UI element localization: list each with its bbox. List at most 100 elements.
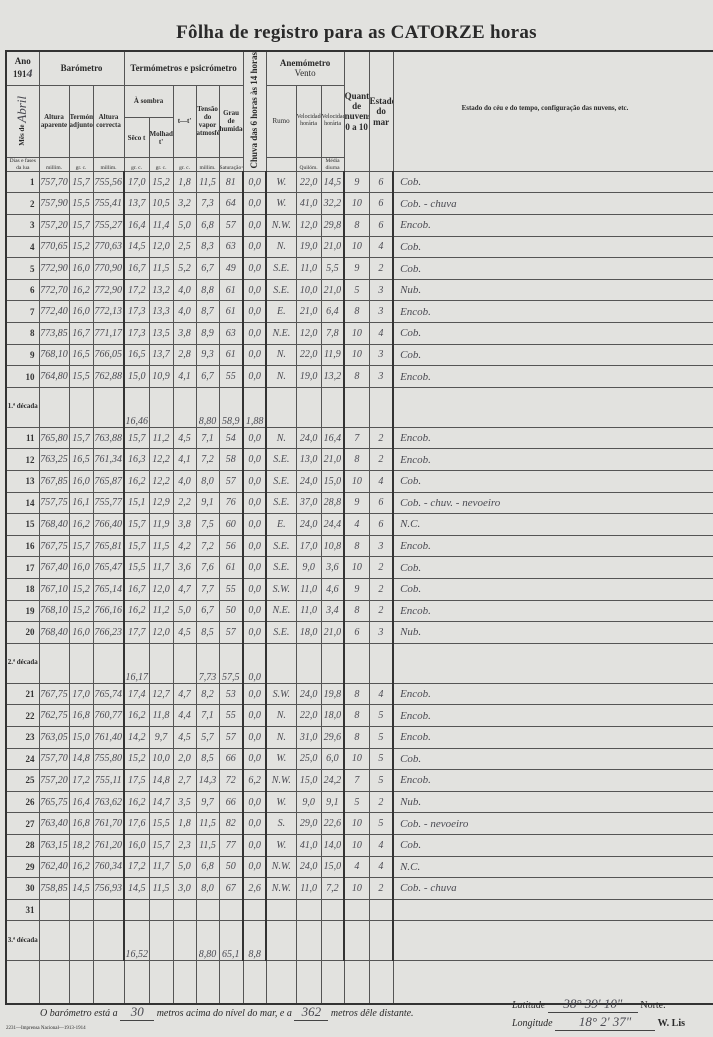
decade-label: 1.ª década xyxy=(5,386,40,428)
wind-direction-cell: E. xyxy=(265,300,297,324)
wind-speed-daily-cell: 21,0 xyxy=(320,235,345,259)
cloud-amount-cell: 10 xyxy=(343,833,370,857)
sky-state-cell: Cob. xyxy=(392,577,713,601)
cloud-amount-cell: 6 xyxy=(343,621,370,644)
temp-diff-cell: 5,0 xyxy=(172,855,197,879)
cloud-amount-cell: 8 xyxy=(343,448,370,471)
humidity-cell: 61 xyxy=(218,300,244,324)
barometer-distance: 362 xyxy=(294,1004,329,1021)
temp-wet-cell: 13,2 xyxy=(148,278,174,302)
sky-state-cell: Encob. xyxy=(392,769,713,792)
table-row: 7 772,40 16,0 772,13 17,3 13,3 4,0 8,7 61 0,0 E. 21… xyxy=(5,300,713,324)
temp-dry-cell: 17,3 xyxy=(123,322,150,345)
temp-diff-cell: 1,8 xyxy=(172,170,197,194)
bar-corrected-cell: 760,77 xyxy=(92,704,125,727)
printer-imprint: 2231—Imprensa Nacional—1913-1914 xyxy=(6,1026,86,1031)
rain-cell: 0,0 xyxy=(242,812,267,835)
temp-wet-cell: 12,7 xyxy=(148,682,174,706)
bar-thermo-cell: 14,5 xyxy=(68,877,94,900)
wind-speed-hourly-cell: 25,0 xyxy=(295,747,322,771)
sky-state-cell: Encob. xyxy=(392,448,713,471)
rain-cell: 0,0 xyxy=(242,513,267,536)
table-row: 1 757,70 15,7 755,56 17,0 15,2 1,8 11,5 81 0,0 W. 2… xyxy=(5,170,713,194)
sky-state-cell xyxy=(392,920,713,962)
wind-speed-daily-cell: 3,4 xyxy=(320,599,345,623)
wind-speed-daily-cell: 29,8 xyxy=(320,214,345,237)
cloud-amount-cell: 7 xyxy=(343,426,370,450)
day-number: 22 xyxy=(5,704,40,727)
humidity-cell: 57 xyxy=(218,725,244,749)
vapour-tension-cell: 8,0 xyxy=(195,470,220,493)
bar-thermo-cell: 17,2 xyxy=(68,769,94,792)
temp-dry-cell: 16,2 xyxy=(123,704,150,727)
humidity-cell: 82 xyxy=(218,812,244,835)
rain-cell: 2,6 xyxy=(242,877,267,900)
table-row: 9 768,10 16,5 766,05 16,5 13,7 2,8 9,3 61 0,0 N. 22… xyxy=(5,343,713,367)
wind-direction-cell: S. xyxy=(265,812,297,835)
day-number: 30 xyxy=(5,877,40,900)
cloud-amount-cell: 8 xyxy=(343,704,370,727)
humidity-cell: 67 xyxy=(218,877,244,900)
bar-thermo-cell xyxy=(68,642,94,684)
humidity-cell: 50 xyxy=(218,599,244,623)
table-row: 3 757,20 15,7 755,27 16,4 11,4 5,0 6,8 57 0,0 N.W.… xyxy=(5,214,713,237)
temp-diff-cell: 2,7 xyxy=(172,769,197,792)
humidity-cell: 54 xyxy=(218,426,244,450)
wind-direction-cell: S.E. xyxy=(265,491,297,515)
temp-wet-cell xyxy=(148,898,174,922)
unit-label: gr. c. xyxy=(148,157,174,172)
wind-speed-hourly-cell: 13,0 xyxy=(295,448,322,471)
wind-speed-hourly-cell: 22,0 xyxy=(295,170,322,194)
bar-thermo-cell: 15,7 xyxy=(68,214,94,237)
bar-thermo-cell: 15,7 xyxy=(68,534,94,558)
rain-cell: 0,0 xyxy=(242,365,267,388)
rain-cell: 0,0 xyxy=(242,556,267,579)
sea-state-cell: 6 xyxy=(368,491,394,515)
sea-state-cell xyxy=(368,898,394,922)
sky-state-cell: Nub. xyxy=(392,790,713,814)
wind-speed-hourly-cell: 12,0 xyxy=(295,214,322,237)
sea-state-cell: 2 xyxy=(368,556,394,579)
bar-corrected-cell: 771,17 xyxy=(92,322,125,345)
temp-diff-cell: 4,7 xyxy=(172,577,197,601)
temp-diff-cell: 4,0 xyxy=(172,470,197,493)
humidity-cell: 55 xyxy=(218,365,244,388)
temp-diff-cell: 4,7 xyxy=(172,682,197,706)
humidity-cell: 58,9 xyxy=(218,386,244,428)
thermometers-header: Termómetros e psicrómetro xyxy=(123,50,244,86)
rain-cell: 0,0 xyxy=(242,235,267,259)
bar-thermo-cell: 18,2 xyxy=(68,833,94,857)
table-row: 29 762,40 16,2 760,34 17,2 11,7 5,0 6,8 50 0,0 N.W… xyxy=(5,855,713,879)
sky-state-cell: Cob. xyxy=(392,747,713,771)
direction-header: Rumo xyxy=(265,84,297,159)
wind-speed-hourly-cell: 15,0 xyxy=(295,769,322,792)
sea-state-cell: 2 xyxy=(368,257,394,280)
day-number: 7 xyxy=(5,300,40,324)
day-number: 4 xyxy=(5,235,40,259)
wind-direction-cell: S.E. xyxy=(265,556,297,579)
cloud-amount-cell: 4 xyxy=(343,855,370,879)
bar-thermo-cell: 16,0 xyxy=(68,556,94,579)
bar-thermo-cell: 15,2 xyxy=(68,577,94,601)
wind-speed-hourly-cell: 41,0 xyxy=(295,192,322,216)
days-header: Dias e fases da lua xyxy=(5,157,40,172)
humidity-cell: 61 xyxy=(218,343,244,367)
cloud-amount-cell: 9 xyxy=(343,170,370,194)
sky-state-cell: Encob. xyxy=(392,365,713,388)
cloud-amount-cell: 10 xyxy=(343,747,370,771)
wind-speed-daily-cell: 29,6 xyxy=(320,725,345,749)
humidity-cell: 66 xyxy=(218,790,244,814)
bar-corrected-cell: 770,63 xyxy=(92,235,125,259)
wind-speed-daily-cell: 10,8 xyxy=(320,534,345,558)
bar-corrected-cell: 765,81 xyxy=(92,534,125,558)
wind-direction-cell: W. xyxy=(265,747,297,771)
temp-wet-cell: 11,2 xyxy=(148,599,174,623)
bar-apparent-cell: 768,40 xyxy=(38,621,70,644)
bar-apparent-cell: 764,80 xyxy=(38,365,70,388)
temp-diff-cell: 4,5 xyxy=(172,725,197,749)
bar-thermo-cell: 15,7 xyxy=(68,426,94,450)
table-row: 15 768,40 16,2 766,40 15,7 11,9 3,8 7,5 60 0,0 E. 2… xyxy=(5,513,713,536)
sea-state-cell xyxy=(368,386,394,428)
wind-speed-hourly-cell: 37,0 xyxy=(295,491,322,515)
table-row: 31 xyxy=(5,898,713,922)
